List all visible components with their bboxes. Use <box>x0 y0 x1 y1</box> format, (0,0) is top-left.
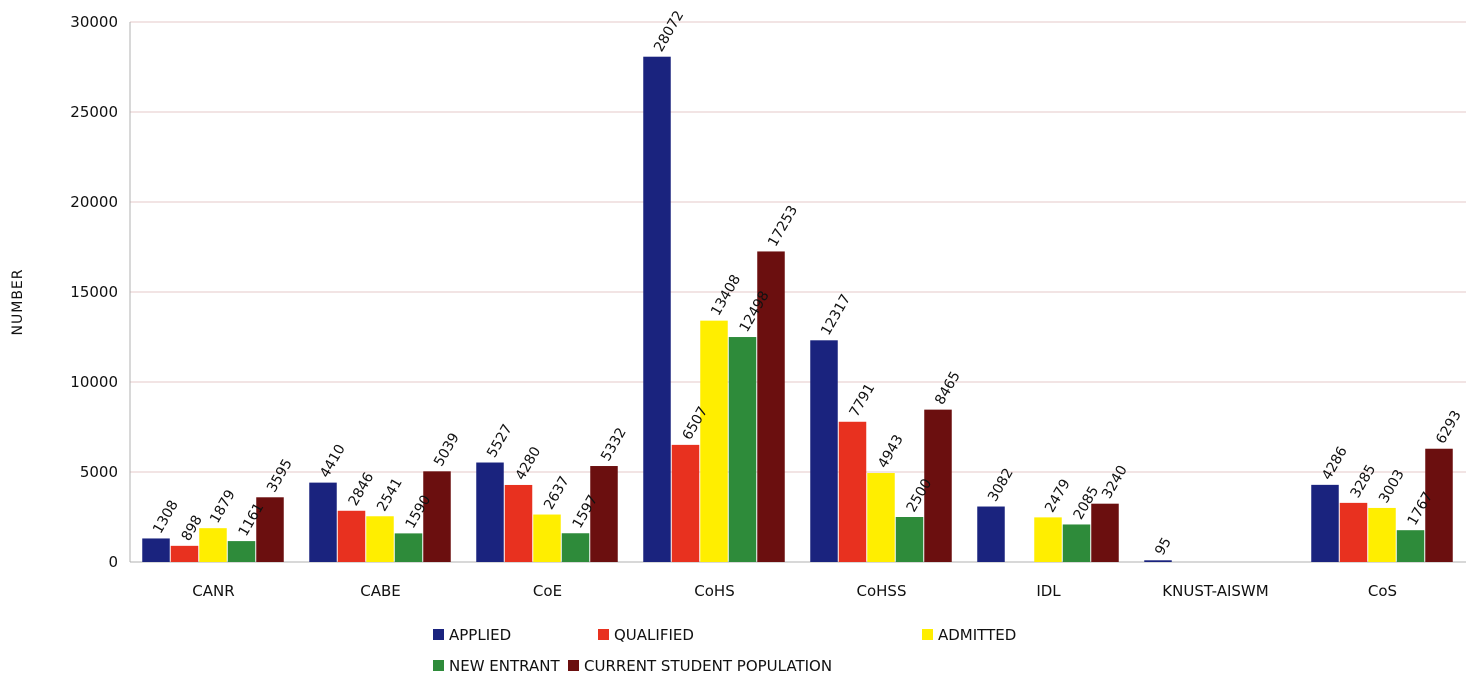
bar <box>1368 507 1396 562</box>
data-label: 95 <box>1152 535 1175 558</box>
bar <box>561 533 590 562</box>
bar <box>1396 530 1425 562</box>
y-tick-label: 5000 <box>80 463 118 481</box>
bar <box>757 251 785 563</box>
bar <box>227 541 256 562</box>
y-tick-label: 10000 <box>70 373 118 391</box>
bar <box>643 56 671 562</box>
bar <box>394 533 423 562</box>
bar <box>309 482 337 562</box>
legend-label: APPLIED <box>449 626 511 644</box>
bar <box>977 506 1005 562</box>
category-label: CoS <box>1368 582 1397 600</box>
y-tick-label: 0 <box>108 553 118 571</box>
y-tick-label: 20000 <box>70 193 118 211</box>
y-tick-labels: 0 5000 10000 15000 20000 25000 30000 <box>70 13 118 571</box>
bar <box>867 473 895 562</box>
bar <box>504 484 533 562</box>
legend-swatch <box>433 629 444 640</box>
bar <box>671 444 700 562</box>
legend-swatch <box>922 629 933 640</box>
y-tick-label: 30000 <box>70 13 118 31</box>
bar <box>895 517 924 562</box>
bar <box>1311 484 1339 562</box>
bar <box>700 320 728 562</box>
y-tick-label: 25000 <box>70 103 118 121</box>
legend-swatch <box>433 660 444 671</box>
bar <box>256 497 284 562</box>
bars <box>142 56 1453 563</box>
bar <box>924 409 952 562</box>
bar <box>1144 560 1172 562</box>
bar <box>1339 502 1368 562</box>
category-label: CoE <box>533 582 562 600</box>
bar <box>728 337 757 562</box>
category-label: CoHSS <box>857 582 907 600</box>
bar <box>423 471 451 562</box>
bar <box>533 514 561 562</box>
legend-label: NEW ENTRANT <box>449 657 560 675</box>
bar <box>142 538 170 562</box>
bar <box>1034 517 1062 562</box>
legend: APPLIED QUALIFIED ADMITTED NEW ENTRANT CURRE… <box>433 626 1016 675</box>
bar <box>366 516 394 562</box>
bar <box>170 545 199 562</box>
category-label: CABE <box>360 582 401 600</box>
bar <box>590 466 618 562</box>
bar <box>1425 448 1453 562</box>
category-label: IDL <box>1036 582 1061 600</box>
category-label: CANR <box>192 582 234 600</box>
bar <box>337 510 366 562</box>
bar <box>1062 524 1091 562</box>
legend-label: CURRENT STUDENT POPULATION <box>584 657 832 675</box>
bar <box>1091 503 1119 562</box>
category-labels: CANR CABE CoE CoHS CoHSS IDL KNUST-AISWM CoS <box>192 582 1397 600</box>
legend-swatch <box>568 660 579 671</box>
bar <box>838 421 867 562</box>
legend-label: ADMITTED <box>938 626 1016 644</box>
category-label: KNUST-AISWM <box>1162 582 1268 600</box>
category-label: CoHS <box>694 582 734 600</box>
bar <box>476 462 504 562</box>
legend-swatch <box>598 629 609 640</box>
legend-label: QUALIFIED <box>614 626 694 644</box>
bar <box>199 528 227 562</box>
bar <box>810 340 838 562</box>
y-axis-label: NUMBER <box>10 269 26 336</box>
y-tick-label: 15000 <box>70 283 118 301</box>
